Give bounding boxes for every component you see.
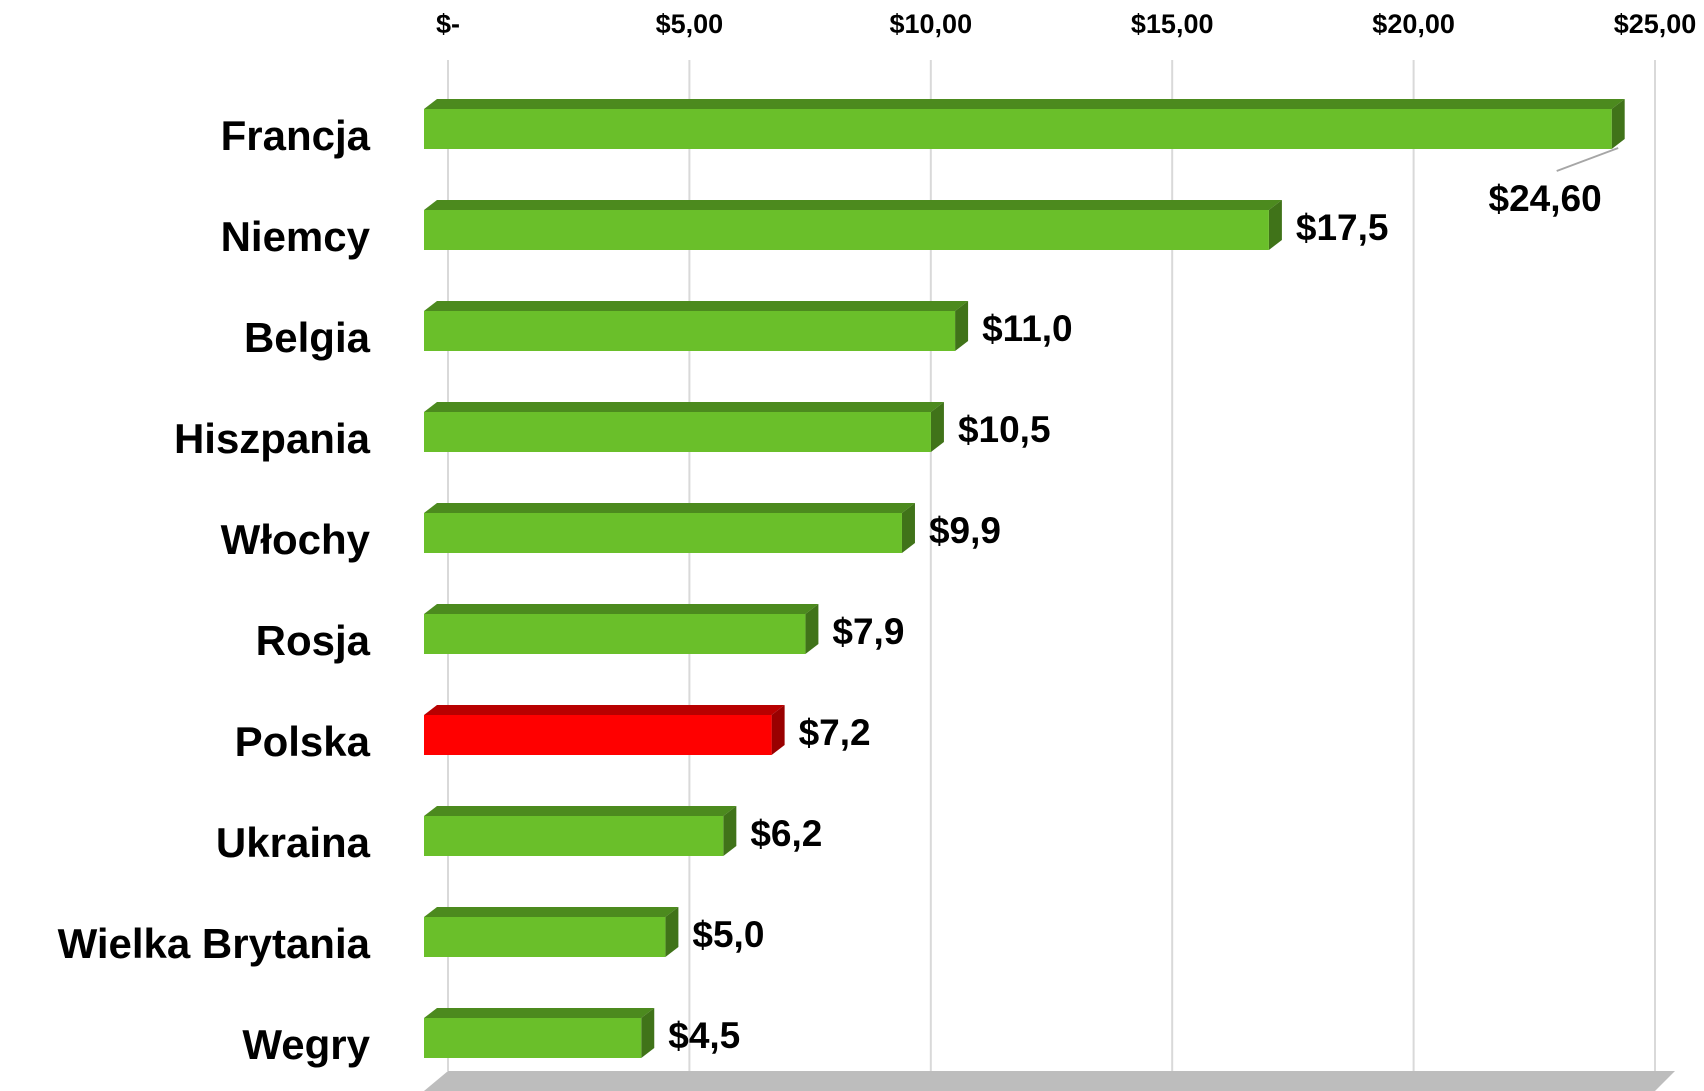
floor (424, 1071, 1675, 1091)
bar-top (424, 1008, 655, 1018)
bar-top (424, 503, 915, 513)
category-label: Włochy (221, 516, 371, 563)
category-label: Hiszpania (174, 415, 371, 462)
bar (424, 715, 772, 755)
bar (424, 210, 1269, 250)
bar-side (930, 402, 944, 452)
category-label: Rosja (256, 617, 371, 664)
bar (424, 311, 956, 351)
category-label: Ukraina (216, 819, 371, 866)
bar (424, 412, 931, 452)
value-label: $17,5 (1296, 207, 1389, 248)
value-label: $7,2 (799, 712, 871, 753)
bar (424, 109, 1612, 149)
x-tick-label: $25,00 (1614, 9, 1697, 39)
bar-side (1268, 200, 1282, 250)
value-label: $6,2 (750, 813, 822, 854)
value-label: $11,0 (982, 308, 1073, 349)
value-label: $5,0 (692, 914, 764, 955)
bar-side (901, 503, 915, 553)
category-label: Polska (235, 718, 371, 765)
bar-side (723, 806, 737, 856)
bar-side (1611, 99, 1625, 149)
value-label: $10,5 (958, 409, 1051, 450)
bar (424, 1018, 642, 1058)
bar (424, 816, 724, 856)
leader-line (1556, 147, 1619, 172)
bar-top (424, 806, 737, 816)
category-label: Francja (221, 112, 371, 159)
bar-side (641, 1008, 655, 1058)
bar (424, 917, 666, 957)
value-label: $24,60 (1489, 178, 1602, 219)
category-label: Wielka Brytania (58, 920, 371, 967)
value-label: $7,9 (832, 611, 904, 652)
value-label: $4,5 (668, 1015, 740, 1056)
bar-top (424, 907, 679, 917)
bar-top (424, 99, 1625, 109)
category-label: Niemcy (221, 213, 371, 260)
x-tick-label: $- (436, 9, 460, 39)
value-label: $9,9 (929, 510, 1001, 551)
bar-top (424, 402, 944, 412)
bar (424, 614, 806, 654)
x-tick-label: $10,00 (890, 9, 973, 39)
bar-side (955, 301, 969, 351)
category-label: Wegry (242, 1021, 370, 1068)
bar-side (805, 604, 819, 654)
x-tick-label: $5,00 (656, 9, 724, 39)
bar-side (665, 907, 679, 957)
category-label: Belgia (244, 314, 371, 361)
bar-top (424, 705, 785, 715)
bar (424, 513, 902, 553)
bar-top (424, 200, 1282, 210)
bar-side (771, 705, 785, 755)
bar-top (424, 301, 969, 311)
x-tick-label: $20,00 (1372, 9, 1455, 39)
bar-top (424, 604, 819, 614)
x-tick-label: $15,00 (1131, 9, 1214, 39)
